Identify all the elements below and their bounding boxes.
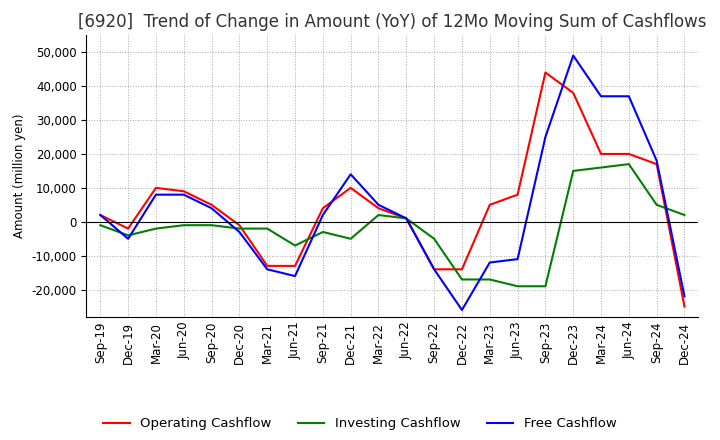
Operating Cashflow (597, 151, 606, 157)
Investing Cashflow (374, 213, 383, 218)
Line: Free Cashflow: Free Cashflow (100, 55, 685, 310)
Investing Cashflow (235, 226, 243, 231)
Operating Cashflow (624, 151, 633, 157)
Free Cashflow (374, 202, 383, 208)
Free Cashflow (430, 267, 438, 272)
Investing Cashflow (96, 223, 104, 228)
Free Cashflow (402, 216, 410, 221)
Investing Cashflow (179, 223, 188, 228)
Investing Cashflow (652, 202, 661, 208)
Investing Cashflow (541, 284, 550, 289)
Investing Cashflow (402, 216, 410, 221)
Investing Cashflow (152, 226, 161, 231)
Free Cashflow (207, 205, 216, 211)
Investing Cashflow (597, 165, 606, 170)
Operating Cashflow (124, 226, 132, 231)
Investing Cashflow (624, 161, 633, 167)
Free Cashflow (513, 257, 522, 262)
Operating Cashflow (207, 202, 216, 208)
Investing Cashflow (291, 243, 300, 248)
Investing Cashflow (207, 223, 216, 228)
Operating Cashflow (458, 267, 467, 272)
Operating Cashflow (346, 185, 355, 191)
Operating Cashflow (569, 90, 577, 95)
Free Cashflow (541, 134, 550, 139)
Investing Cashflow (513, 284, 522, 289)
Free Cashflow (652, 158, 661, 163)
Operating Cashflow (652, 161, 661, 167)
Operating Cashflow (513, 192, 522, 197)
Free Cashflow (263, 267, 271, 272)
Free Cashflow (597, 94, 606, 99)
Operating Cashflow (680, 304, 689, 309)
Free Cashflow (569, 53, 577, 58)
Free Cashflow (152, 192, 161, 197)
Free Cashflow (318, 213, 327, 218)
Line: Operating Cashflow: Operating Cashflow (100, 73, 685, 307)
Investing Cashflow (318, 229, 327, 235)
Line: Investing Cashflow: Investing Cashflow (100, 164, 685, 286)
Free Cashflow (96, 213, 104, 218)
Operating Cashflow (430, 267, 438, 272)
Free Cashflow (291, 273, 300, 279)
Free Cashflow (458, 308, 467, 313)
Free Cashflow (179, 192, 188, 197)
Investing Cashflow (458, 277, 467, 282)
Operating Cashflow (235, 223, 243, 228)
Investing Cashflow (263, 226, 271, 231)
Operating Cashflow (402, 216, 410, 221)
Operating Cashflow (291, 263, 300, 268)
Free Cashflow (235, 229, 243, 235)
Investing Cashflow (485, 277, 494, 282)
Investing Cashflow (680, 213, 689, 218)
Investing Cashflow (346, 236, 355, 242)
Title: [6920]  Trend of Change in Amount (YoY) of 12Mo Moving Sum of Cashflows: [6920] Trend of Change in Amount (YoY) o… (78, 13, 706, 31)
Operating Cashflow (152, 185, 161, 191)
Operating Cashflow (374, 205, 383, 211)
Legend: Operating Cashflow, Investing Cashflow, Free Cashflow: Operating Cashflow, Investing Cashflow, … (98, 412, 622, 436)
Investing Cashflow (569, 168, 577, 173)
Free Cashflow (346, 172, 355, 177)
Free Cashflow (680, 294, 689, 299)
Operating Cashflow (485, 202, 494, 208)
Operating Cashflow (318, 205, 327, 211)
Operating Cashflow (179, 189, 188, 194)
Operating Cashflow (263, 263, 271, 268)
Operating Cashflow (541, 70, 550, 75)
Free Cashflow (624, 94, 633, 99)
Free Cashflow (485, 260, 494, 265)
Free Cashflow (124, 236, 132, 242)
Operating Cashflow (96, 213, 104, 218)
Investing Cashflow (124, 233, 132, 238)
Investing Cashflow (430, 236, 438, 242)
Y-axis label: Amount (million yen): Amount (million yen) (13, 114, 26, 238)
